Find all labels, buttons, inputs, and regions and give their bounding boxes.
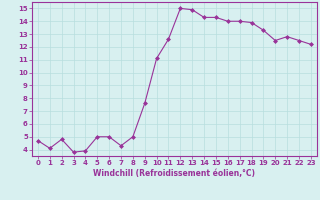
X-axis label: Windchill (Refroidissement éolien,°C): Windchill (Refroidissement éolien,°C) — [93, 169, 255, 178]
